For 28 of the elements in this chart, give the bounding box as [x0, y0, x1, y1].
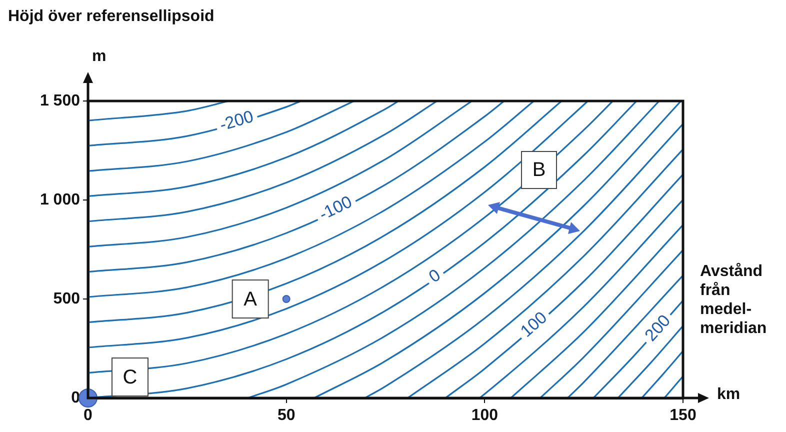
y-axis-title: m: [92, 48, 106, 66]
text: 100: [516, 308, 551, 341]
annotation: A: [244, 288, 258, 311]
y-tick-label: 500: [53, 290, 80, 308]
chart-title: Höjd över referensellipsoid: [8, 8, 214, 26]
x-tick-label: 150: [670, 407, 696, 424]
line-series: [88, 101, 355, 172]
x-axis-title: km: [717, 386, 740, 404]
line-series: [478, 199, 683, 398]
text: 0: [425, 265, 444, 286]
x-tick-label: 0: [84, 407, 93, 424]
line-series: [406, 148, 683, 398]
text: -100: [316, 192, 356, 224]
y-tick-label: 1 500: [40, 92, 80, 110]
text: Avstånd från medel-meridian: [700, 262, 768, 338]
x-tick-label: 100: [471, 407, 498, 424]
line-series: [313, 101, 682, 398]
line-series: [364, 123, 683, 398]
annotation: B: [521, 151, 557, 189]
y-tick-label: 1 000: [40, 191, 80, 208]
line-series: [88, 101, 438, 222]
y-tick-label: 0: [71, 389, 80, 406]
annotation: C: [122, 366, 138, 389]
text: 200: [641, 311, 674, 345]
x-tick-label: 50: [277, 407, 296, 424]
line-series: [88, 101, 473, 248]
line-series: [88, 101, 400, 198]
text: -200: [218, 106, 256, 135]
